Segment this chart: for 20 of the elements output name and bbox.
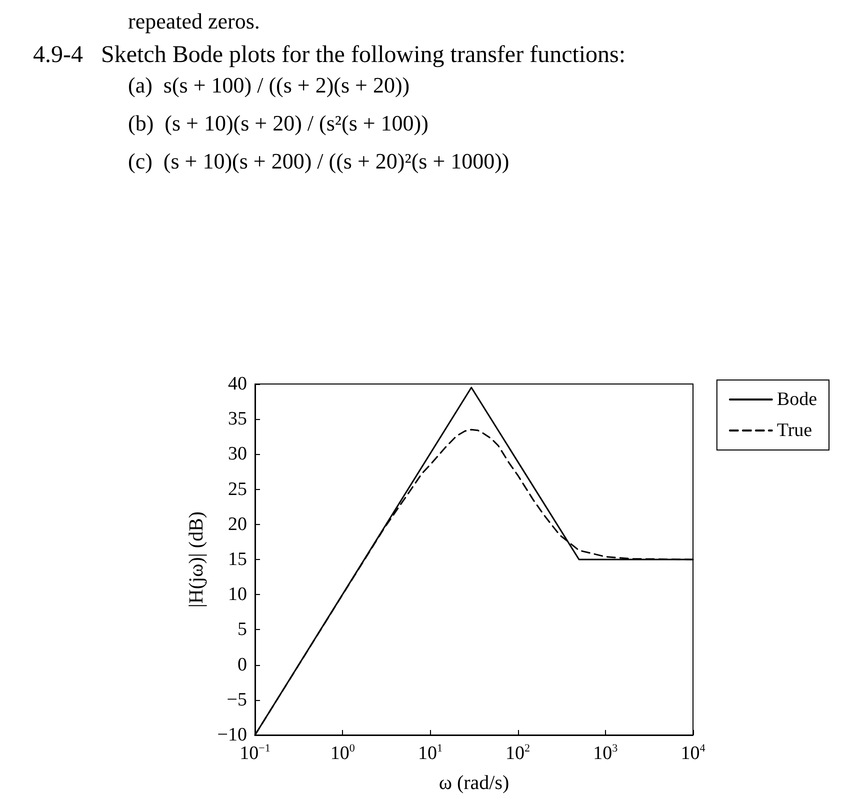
y-axis-title: |H(jω)| (dB) (185, 511, 208, 608)
y-tick-label: 5 (238, 619, 247, 640)
text: (b) (s + 10)(s + 20) / (s²(s + 100)) (128, 110, 428, 136)
legend-label: Bode (776, 389, 818, 410)
y-tick-label: 30 (228, 444, 247, 465)
text: (c) (s + 10)(s + 200) / ((s + 20)²(s + 1000)) (128, 148, 510, 174)
y-tick-label: 15 (228, 549, 247, 570)
y-tick-label: −10 (217, 724, 247, 746)
y-tick-label: 40 (228, 374, 247, 394)
y-tick-label: 35 (228, 408, 247, 430)
y-tick-label: 0 (238, 654, 247, 676)
y-tick-label: −5 (226, 689, 247, 710)
legend-label: True (776, 420, 812, 441)
y-tick-label: 20 (228, 514, 247, 535)
text: repeated zeros. (128, 8, 260, 34)
y-tick-label: 10 (228, 584, 247, 606)
x-axis-title: ω (rad/s) (438, 772, 510, 794)
y-tick-label: 25 (228, 478, 247, 500)
text: (a) s(s + 100) / ((s + 2)(s + 20)) (128, 72, 410, 98)
chart-title: 4.9-4 Sketch Bode plots for the following transfer functions: (33, 42, 626, 68)
